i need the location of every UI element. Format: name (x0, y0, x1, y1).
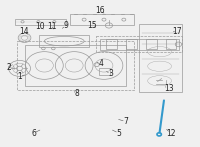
Text: 16: 16 (95, 6, 105, 15)
Bar (99, 68, 110, 75)
Text: 10: 10 (36, 22, 45, 31)
Text: 9: 9 (64, 21, 69, 30)
Text: 11: 11 (48, 22, 57, 31)
Bar (20, 36, 29, 41)
Text: 5: 5 (116, 129, 121, 138)
Text: 6: 6 (31, 129, 36, 138)
Text: 14: 14 (19, 27, 28, 36)
Text: 2: 2 (6, 63, 11, 72)
Text: 15: 15 (87, 21, 97, 30)
Text: 13: 13 (164, 83, 173, 93)
Text: 12: 12 (166, 129, 175, 138)
Text: 1: 1 (17, 72, 22, 81)
Text: 17: 17 (173, 27, 182, 36)
Text: 7: 7 (123, 117, 128, 126)
Text: 3: 3 (108, 69, 113, 78)
Text: 4: 4 (99, 59, 103, 68)
Text: 8: 8 (75, 89, 80, 98)
